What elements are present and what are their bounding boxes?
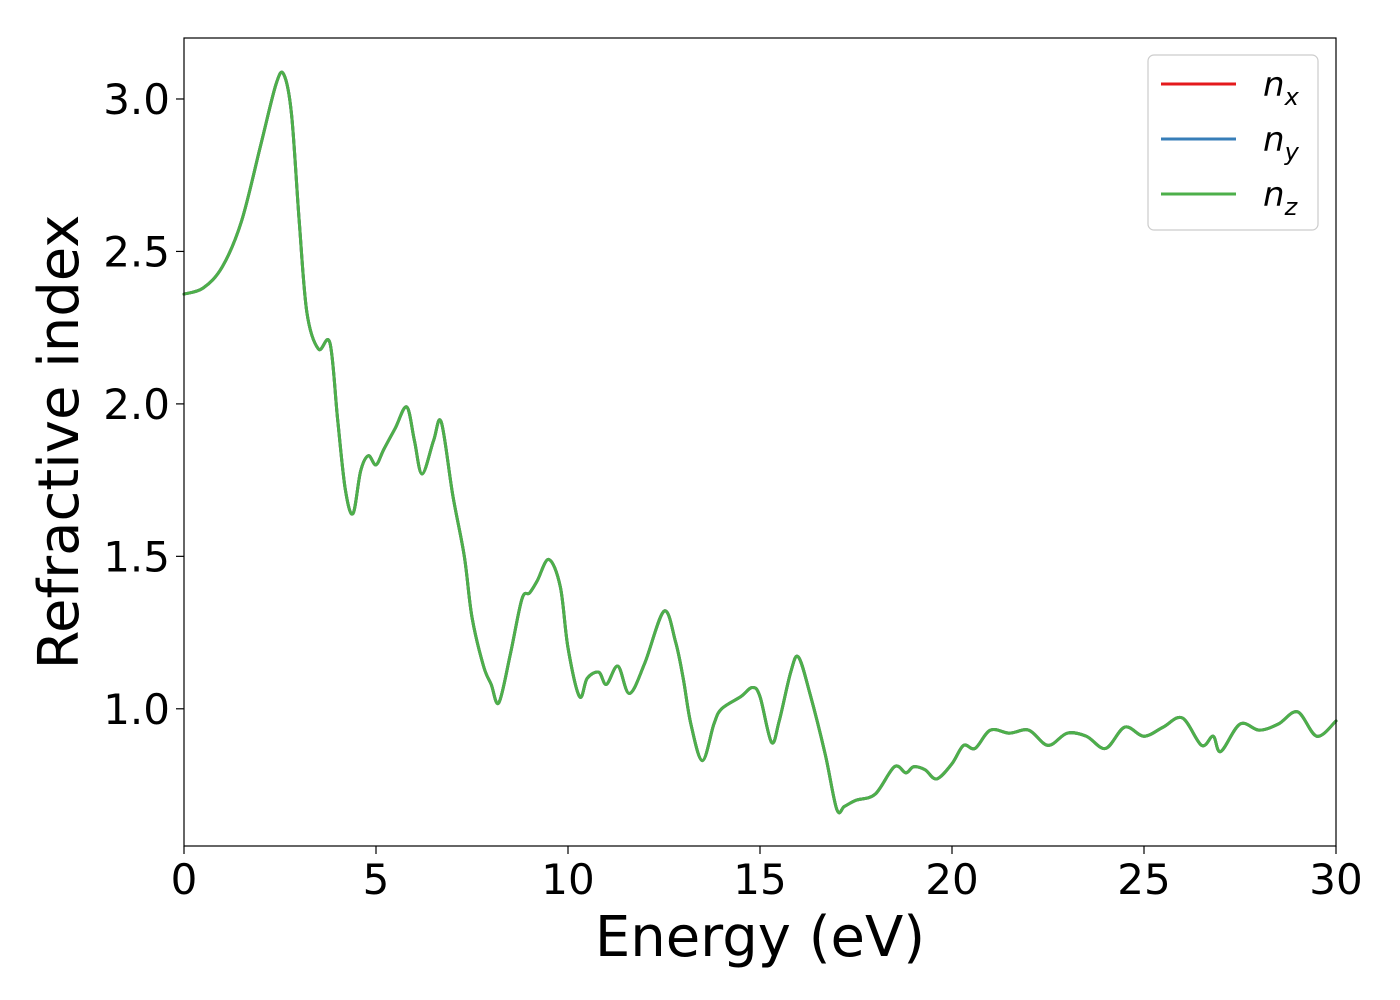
y-axis-label: Refractive index bbox=[27, 215, 92, 670]
series-layer bbox=[182, 70, 1338, 815]
y-tick-label: 2.0 bbox=[103, 380, 170, 429]
x-tick-label: 15 bbox=[733, 855, 786, 904]
legend-label-z: nz bbox=[1263, 175, 1299, 221]
y-tick-label: 1.0 bbox=[103, 685, 170, 734]
x-tick-label: 30 bbox=[1309, 855, 1362, 904]
legend: nx ny nz bbox=[1147, 54, 1319, 231]
y-tick-label: 3.0 bbox=[103, 75, 170, 124]
legend-label-y: ny bbox=[1263, 120, 1300, 166]
x-tick-label: 5 bbox=[363, 855, 390, 904]
x-axis-label: Energy (eV) bbox=[595, 905, 925, 970]
x-axis-ticks: 0 5 10 15 20 25 30 bbox=[171, 846, 1363, 904]
legend-box bbox=[1147, 54, 1319, 231]
y-tick-label: 2.5 bbox=[103, 227, 170, 276]
series-line-z bbox=[182, 70, 1338, 815]
legend-label-x: nx bbox=[1263, 65, 1300, 111]
x-tick-label: 0 bbox=[171, 855, 198, 904]
y-axis-ticks: 1.0 1.5 2.0 2.5 3.0 bbox=[103, 75, 184, 734]
x-tick-label: 25 bbox=[1117, 855, 1170, 904]
y-tick-label: 1.5 bbox=[103, 532, 170, 581]
plot-background bbox=[184, 38, 1336, 846]
x-tick-label: 10 bbox=[541, 855, 594, 904]
x-tick-label: 20 bbox=[925, 855, 978, 904]
